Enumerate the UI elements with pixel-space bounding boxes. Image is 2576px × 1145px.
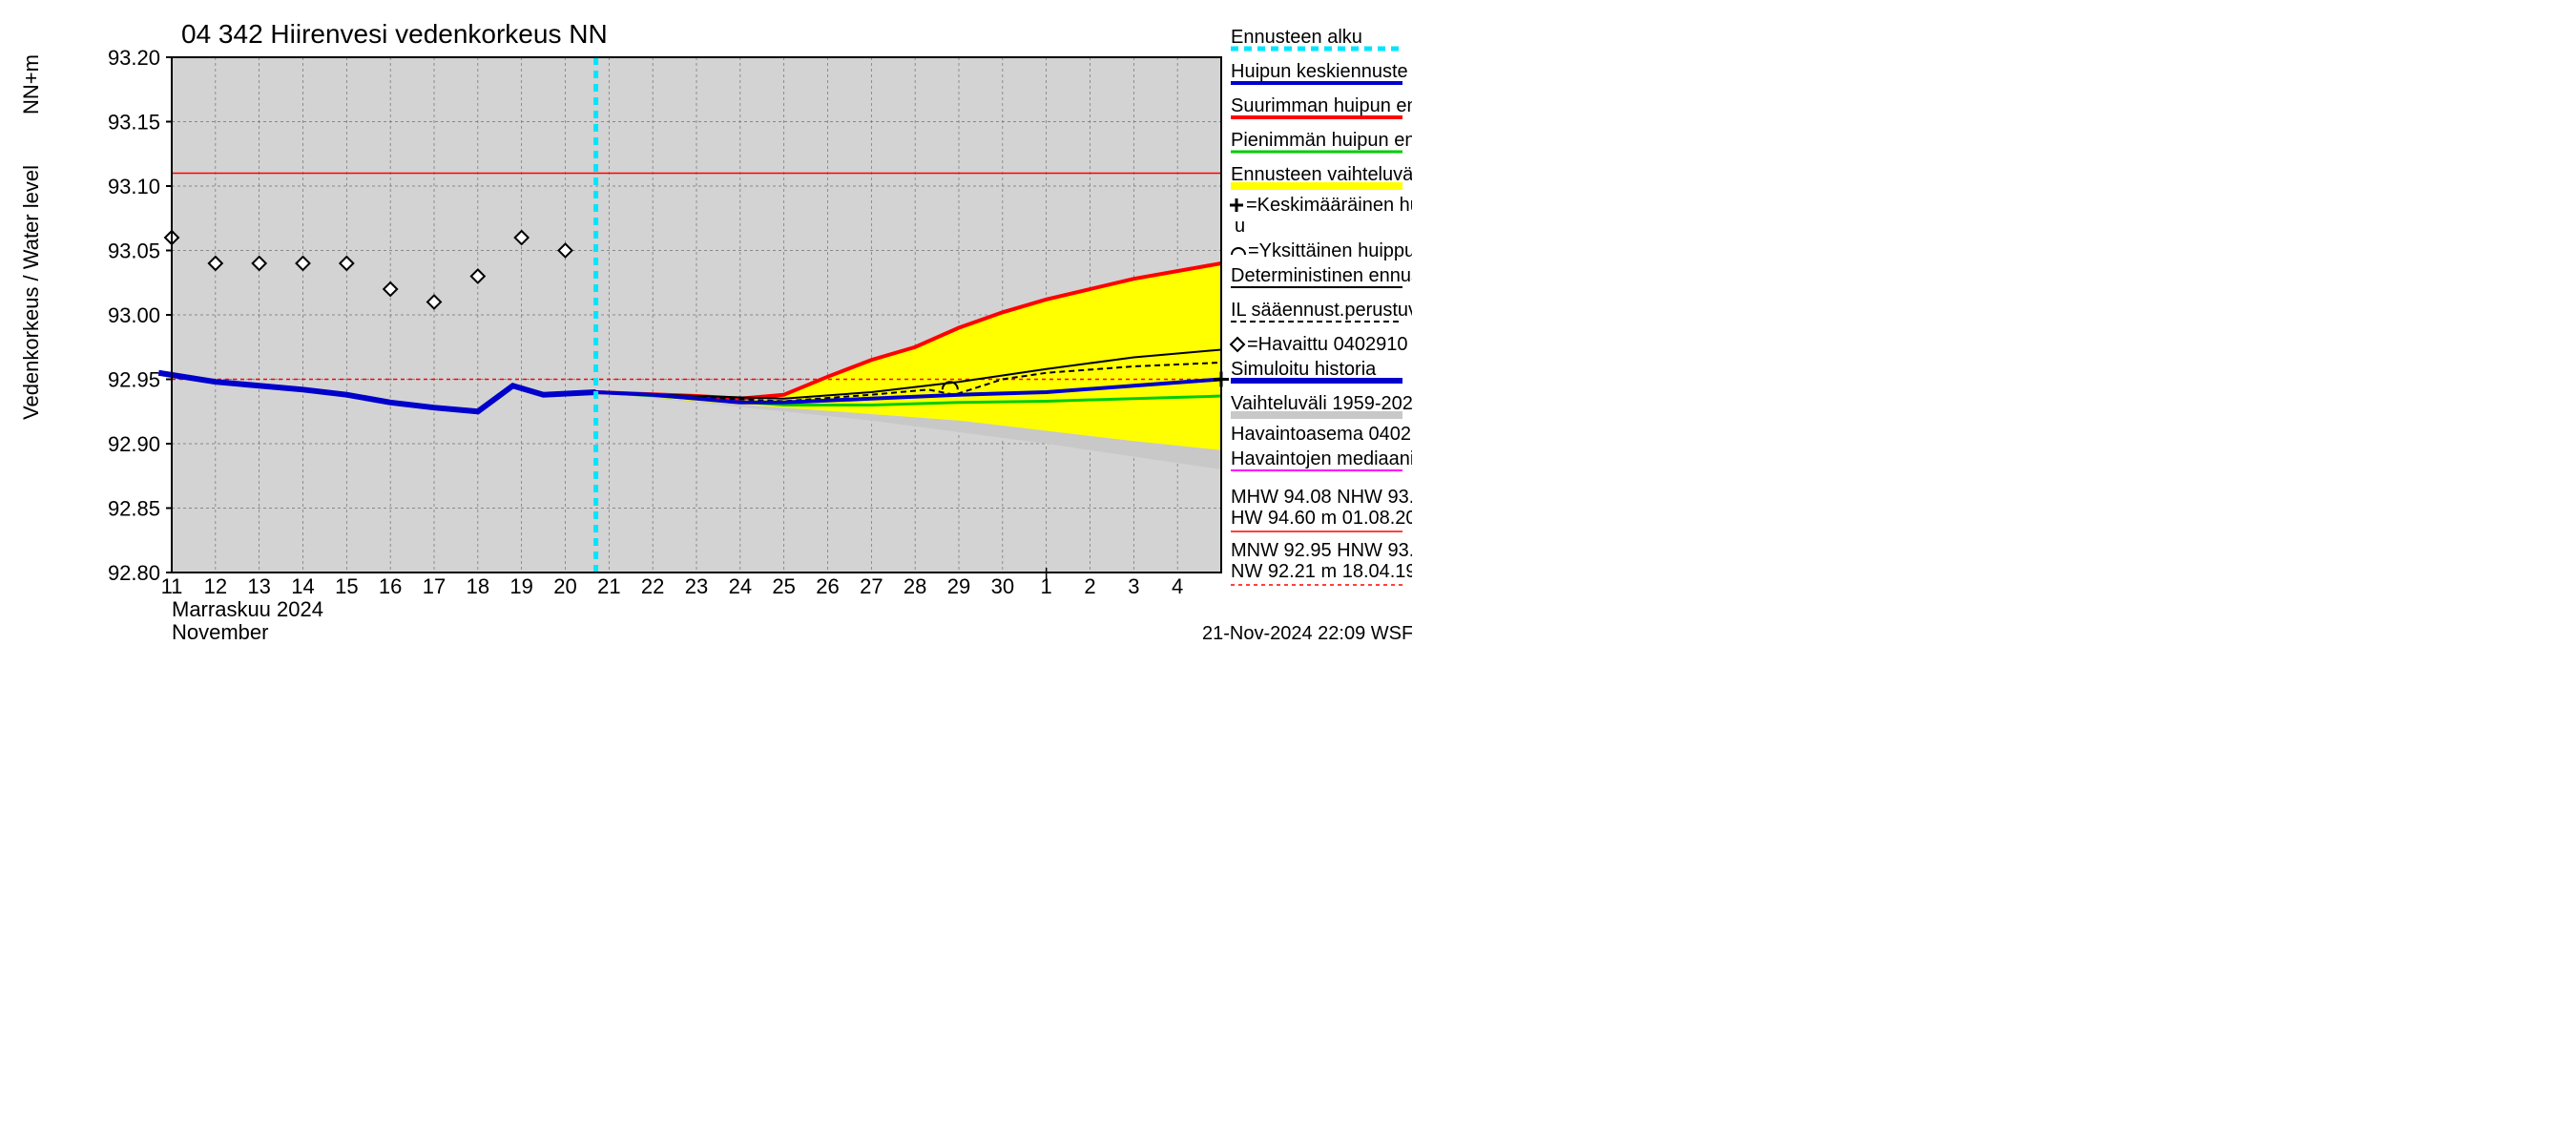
legend-label: Simuloitu historia [1231, 359, 1377, 380]
y-tick-label: 93.20 [108, 46, 160, 70]
y-tick-label: 93.10 [108, 175, 160, 198]
x-tick-label: 29 [947, 574, 970, 598]
legend-label: Suurimman huipun ennuste [1231, 95, 1412, 116]
x-tick-label: 16 [379, 574, 402, 598]
x-tick-label: 11 [161, 574, 183, 598]
stats-line: NW 92.21 m 18.04.1960 [1231, 561, 1412, 582]
y-axis-unit: NN+m [19, 54, 43, 114]
x-month-label-en: November [172, 620, 268, 644]
legend-label: Huipun keskiennuste [1231, 61, 1408, 82]
chart-title: 04 342 Hiirenvesi vedenkorkeus NN [181, 19, 608, 49]
legend-label: =Yksittäinen huippu [1248, 240, 1412, 261]
y-axis-label: Vedenkorkeus / Water level [19, 165, 43, 420]
footer-timestamp: 21-Nov-2024 22:09 WSFS-O [1202, 623, 1412, 644]
x-tick-label: 21 [597, 574, 620, 598]
x-tick-label: 12 [204, 574, 227, 598]
stats-line: MHW 94.08 NHW 93.11 [1231, 487, 1412, 508]
x-tick-label: 4 [1172, 574, 1183, 598]
legend-arc-icon [1232, 248, 1245, 255]
x-tick-label: 1 [1041, 574, 1052, 598]
x-tick-label: 19 [509, 574, 532, 598]
x-tick-label: 30 [991, 574, 1014, 598]
x-tick-label: 15 [335, 574, 358, 598]
water-level-chart: 92.80 92.85 92.90 92.95 93.00 93.05 93.10 93.15… [0, 0, 1412, 649]
legend-label: Havaintoasema 0402910 [1231, 424, 1412, 445]
x-tick-label: 23 [685, 574, 708, 598]
legend-label: IL sääennust.perustuva [1231, 300, 1412, 321]
legend-label: Havaintojen mediaani [1231, 448, 1412, 469]
x-tick-label: 28 [904, 574, 926, 598]
x-tick-label: 3 [1128, 574, 1139, 598]
chart-container: 92.80 92.85 92.90 92.95 93.00 93.05 93.10 93.15… [0, 0, 1412, 649]
x-tick-label: 24 [729, 574, 752, 598]
x-tick-label: 17 [423, 574, 446, 598]
x-tick-label: 18 [467, 574, 489, 598]
x-tick-label: 22 [641, 574, 664, 598]
y-tick-label: 93.00 [108, 303, 160, 327]
y-tick-label: 92.90 [108, 432, 160, 456]
legend-diamond-icon [1231, 338, 1244, 351]
stats-line: HW 94.60 m 01.08.2012 [1231, 508, 1412, 529]
x-month-label-fi: Marraskuu 2024 [172, 597, 323, 621]
legend-label: Ennusteen alku [1231, 27, 1362, 48]
legend-label: Pienimmän huipun ennuste [1231, 130, 1412, 151]
x-tick-label: 27 [860, 574, 883, 598]
legend-label: =Havaittu 0402910 [1247, 334, 1407, 355]
legend-label: Ennusteen vaihteluväli [1231, 164, 1412, 185]
x-tick-label: 13 [247, 574, 270, 598]
y-tick-label: 92.80 [108, 561, 160, 585]
x-tick-label: 25 [772, 574, 795, 598]
y-tick-label: 92.85 [108, 497, 160, 521]
x-tick-label: 26 [816, 574, 839, 598]
x-tick-label: 14 [291, 574, 314, 598]
y-tick-label: 92.95 [108, 368, 160, 392]
legend-label: Vaihteluväli 1959-2023 [1231, 393, 1412, 414]
legend-label: Deterministinen ennuste [1231, 265, 1412, 286]
stats-line: MNW 92.95 HNW 93.57 [1231, 540, 1412, 561]
x-tick-label: 20 [553, 574, 576, 598]
y-tick-label: 93.05 [108, 239, 160, 263]
x-tick-label: 2 [1084, 574, 1095, 598]
legend-label: =Keskimääräinen huippu [1246, 195, 1412, 216]
legend-label: u [1235, 216, 1245, 237]
y-tick-label: 93.15 [108, 111, 160, 135]
